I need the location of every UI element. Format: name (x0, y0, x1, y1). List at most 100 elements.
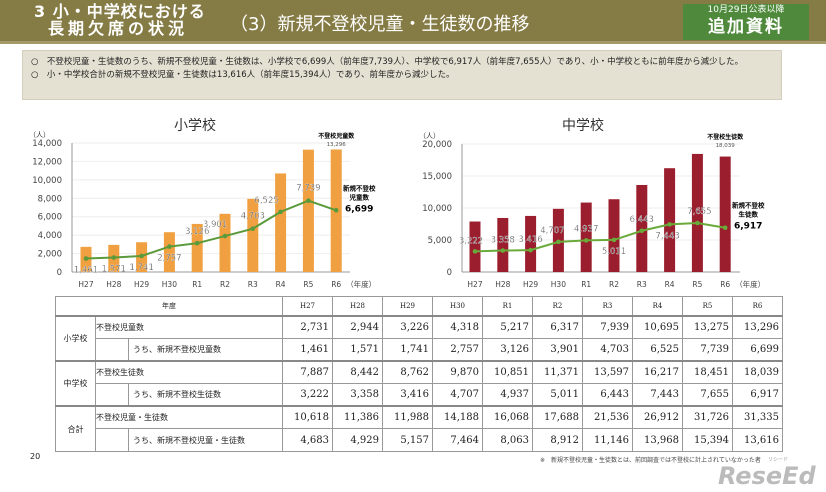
bar-last-value: 13,296 (327, 142, 347, 148)
y-tick-label: 20,000 (422, 140, 452, 150)
table-cell: 13,597 (582, 359, 633, 385)
page-title: （3）新規不登校児童・生徒数の推移 (230, 14, 530, 35)
line-point-R3 (250, 226, 256, 231)
table-header-row: 年度 H27 H28 H29 H30 R1 R2 R3 R4 R5 R6 (55, 296, 783, 316)
line-point-R6 (333, 207, 339, 213)
line-data-label: 4,703 (241, 212, 265, 222)
x-axis-label: （年度） (346, 279, 376, 289)
x-tick-label: H29 (523, 280, 538, 289)
bar-R6 (719, 156, 731, 272)
line-data-label: 3,358 (491, 236, 515, 246)
bar-H27 (469, 221, 481, 272)
indent-cell (95, 337, 129, 362)
bar-series-name: 不登校生徒数 (707, 133, 744, 141)
table-cell: 3,226 (382, 314, 433, 339)
table-cell: 1,571 (332, 337, 383, 362)
table-cell: 3,358 (332, 383, 383, 407)
table-cell: 17,688 (532, 405, 583, 430)
line-point-H30 (167, 244, 172, 249)
table-row: うち、新規不登校児童数 1,461 1,571 1,741 2,757 3,126 3,90… (56, 337, 783, 362)
table-cell: 6,699 (732, 337, 783, 362)
y-tick-label: 0 (57, 268, 62, 278)
x-tick-label: R6 (331, 280, 341, 289)
group-label: 小学校 (55, 314, 96, 362)
logo-sub: リシード (768, 457, 789, 463)
x-tick-label: H29 (134, 280, 149, 289)
header-R3: R3 (582, 296, 633, 316)
x-tick-label: R5 (692, 280, 702, 289)
x-tick-label: R5 (303, 280, 313, 289)
header-H30: H30 (432, 296, 483, 316)
table-cell: 4,937 (482, 383, 533, 407)
line-point-R2 (611, 237, 617, 243)
table-cell: 4,929 (332, 428, 383, 453)
table-cell: 8,762 (382, 359, 433, 385)
row-label: 不登校生徒数 (95, 359, 283, 385)
x-axis-label: （年度） (735, 279, 765, 289)
table-cell: 13,275 (682, 314, 733, 339)
y-axis-unit: （人） (419, 132, 440, 140)
table-cell: 10,695 (632, 314, 683, 339)
table-cell: 10,851 (482, 359, 533, 385)
table-cell: 8,063 (482, 428, 533, 453)
x-tick-label: R4 (276, 280, 286, 289)
line-data-label: 1,461 (74, 266, 98, 276)
bar-R1 (191, 223, 203, 272)
table-cell: 7,739 (682, 337, 733, 362)
table-row: うち、新規不登校児童・生徒数 4,683 4,929 5,157 7,464 8,063 8… (56, 428, 783, 453)
bar-R4 (275, 173, 287, 272)
line-point-R3 (639, 228, 645, 234)
table-row: うち、新規不登校生徒数 3,222 3,358 3,416 4,707 4,937 5,01… (56, 383, 783, 407)
x-tick-label: R2 (220, 280, 230, 289)
table-cell: 31,335 (732, 405, 783, 430)
indent-cell (95, 383, 129, 407)
x-tick-label: H28 (495, 280, 510, 289)
x-tick-label: R1 (581, 280, 591, 289)
line-data-label: 7,655 (687, 207, 711, 217)
line-series-name-1: 新規不登校 (732, 201, 765, 210)
header-year: 年度 (55, 296, 283, 316)
x-tick-label: R1 (192, 280, 202, 289)
y-tick-label: 0 (447, 268, 452, 278)
table-row: 中学校 不登校生徒数 7,887 8,442 8,762 9,870 10,851 11,37… (55, 359, 783, 407)
table-cell: 5,157 (382, 428, 433, 453)
reseed-logo: リシード ReseEd (718, 457, 816, 490)
table-cell: 7,887 (282, 359, 333, 385)
table-cell: 8,442 (332, 359, 383, 385)
header-bar: 3 小・中学校における 長期欠席の状況 （3）新規不登校児童・生徒数の推移 10… (0, 0, 826, 44)
table-cell: 13,296 (732, 314, 783, 339)
y-tick-label: 6,000 (38, 213, 62, 223)
table-cell: 6,525 (632, 337, 683, 362)
line-data-label: 7,443 (655, 231, 679, 241)
additional-material-badge: 10月29日公表以降 追加資料 (683, 4, 809, 40)
table-cell: 13,616 (732, 428, 783, 453)
table-cell: 10,618 (282, 405, 333, 430)
footnote: ※ 新規不登校児童・生徒数とは、前回調査では不登校に計上されていなかった者 (540, 457, 761, 464)
table-row: 合計 不登校児童・生徒数 10,618 11,386 11,988 14,188 16,06… (55, 405, 783, 453)
header-R4: R4 (632, 296, 683, 316)
table-cell: 4,318 (432, 314, 483, 339)
table-cell: 18,451 (682, 359, 733, 385)
bar-H29 (525, 215, 537, 272)
table-cell: 14,188 (432, 405, 483, 430)
row-label: うち、新規不登校児童・生徒数 (128, 428, 283, 453)
table-cell: 5,011 (532, 383, 583, 407)
section-title-line2: 長期欠席の状況 (48, 19, 189, 38)
y-tick-label: 5,000 (428, 236, 452, 246)
bar-H28 (497, 217, 509, 272)
table-cell: 31,726 (682, 405, 733, 430)
line-data-label: 6,525 (254, 196, 278, 206)
y-tick-label: 4,000 (38, 231, 62, 241)
table-cell: 4,683 (282, 428, 333, 453)
line-data-label: 7,739 (296, 184, 320, 194)
line-data-label: 5,011 (602, 247, 626, 257)
line-last-value: 6,699 (345, 204, 373, 214)
line-data-label: 3,901 (203, 220, 227, 230)
table-cell: 2,757 (432, 337, 483, 362)
bar-series-name: 不登校児童数 (318, 132, 355, 140)
x-tick-label: H27 (467, 280, 482, 289)
table-cell: 26,912 (632, 405, 683, 430)
note-1: ○ 不登校児童・生徒数のうち、新規不登校児童・生徒数は、小学校で6,699人（前… (31, 57, 744, 67)
x-tick-label: H30 (551, 280, 566, 289)
table-cell: 21,536 (582, 405, 633, 430)
